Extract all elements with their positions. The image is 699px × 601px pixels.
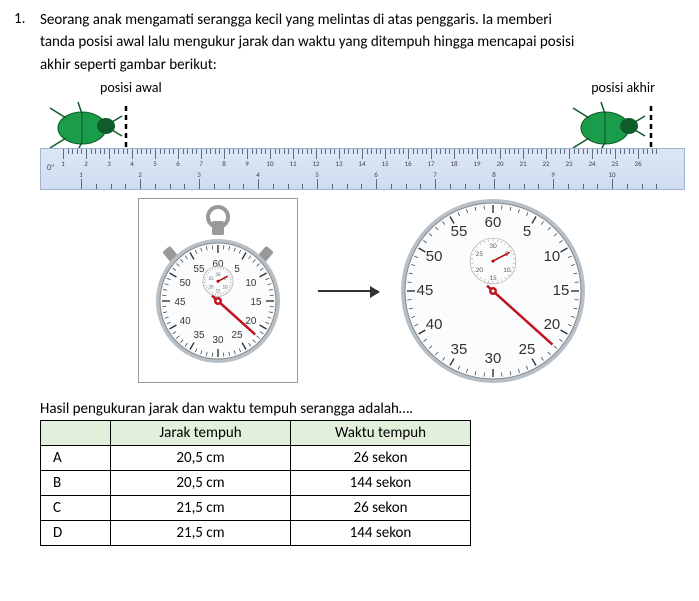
question-line-2: tanda posisi awal lalu mengukur jarak da… [40, 32, 685, 52]
opt-b: B [41, 470, 111, 495]
svg-text:50: 50 [179, 278, 190, 289]
svg-text:45: 45 [174, 297, 185, 308]
opt-c: C [41, 495, 111, 520]
answer-table: Jarak tempuh Waktu tempuh A 20,5 cm 26 s… [40, 420, 471, 546]
ruler-zero: 0" [47, 163, 54, 173]
question-line-3: akhir seperti gambar berikut: [40, 55, 685, 75]
question-line-1: Seorang anak mengamati serangga kecil ya… [40, 10, 685, 30]
bug-start [42, 98, 130, 150]
svg-text:15: 15 [552, 282, 569, 299]
svg-text:40: 40 [179, 316, 190, 327]
dist-d: 21,5 cm [111, 520, 291, 545]
label-end: posisi akhir [591, 79, 655, 96]
svg-text:20: 20 [245, 316, 256, 327]
bugs-row [40, 98, 685, 150]
header-blank [41, 420, 111, 445]
figure-area: posisi awal posisi akhir [40, 79, 685, 386]
svg-text:30: 30 [215, 272, 220, 278]
header-distance: Jarak tempuh [111, 420, 291, 445]
opt-d: D [41, 520, 111, 545]
dist-b: 20,5 cm [111, 470, 291, 495]
dist-c: 21,5 cm [111, 495, 291, 520]
svg-text:15: 15 [250, 297, 261, 308]
position-labels: posisi awal posisi akhir [40, 79, 685, 96]
svg-text:20: 20 [208, 285, 213, 291]
dist-a: 20,5 cm [111, 445, 291, 470]
svg-text:30: 30 [484, 350, 501, 367]
table-row: D 21,5 cm 144 sekon [41, 520, 471, 545]
magnify-arrow [318, 290, 378, 292]
header-time: Waktu tempuh [291, 420, 471, 445]
svg-text:55: 55 [193, 264, 204, 275]
time-c: 26 sekon [291, 495, 471, 520]
table-row: A 20,5 cm 26 sekon [41, 445, 471, 470]
svg-text:10: 10 [245, 278, 256, 289]
stopwatch-row: 6051015202530354045505530510152025 60510… [40, 196, 685, 386]
table-header-row: Jarak tempuh Waktu tempuh [41, 420, 471, 445]
svg-text:10: 10 [543, 248, 560, 265]
svg-text:10: 10 [502, 266, 510, 275]
stopwatch-small-box: 6051015202530354045505530510152025 [138, 198, 298, 383]
bug-end [569, 98, 657, 150]
svg-text:30: 30 [212, 335, 223, 346]
svg-text:30: 30 [489, 242, 497, 251]
stopwatch-large: 6051015202530354045505530510152025 [398, 196, 588, 386]
svg-text:20: 20 [475, 266, 483, 275]
svg-text:20: 20 [543, 316, 560, 333]
time-b: 144 sekon [291, 470, 471, 495]
question-number: 1. [14, 10, 40, 546]
question-row: 1. Seorang anak mengamati serangga kecil… [14, 10, 685, 546]
svg-text:25: 25 [231, 330, 242, 341]
svg-text:55: 55 [450, 223, 467, 240]
svg-text:45: 45 [416, 282, 433, 299]
opt-a: A [41, 445, 111, 470]
svg-text:5: 5 [234, 264, 240, 275]
stopwatch-small: 6051015202530354045505530510152025 [143, 203, 293, 373]
table-row: B 20,5 cm 144 sekon [41, 470, 471, 495]
svg-text:50: 50 [425, 248, 442, 265]
svg-text:40: 40 [425, 316, 442, 333]
table-row: C 21,5 cm 26 sekon [41, 495, 471, 520]
label-start: posisi awal [100, 79, 162, 96]
svg-text:25: 25 [518, 341, 535, 358]
time-d: 144 sekon [291, 520, 471, 545]
svg-text:5: 5 [522, 223, 530, 240]
svg-text:35: 35 [450, 341, 467, 358]
ruler: 0" 1234567891011121314151617181920212223… [40, 148, 685, 190]
svg-text:15: 15 [215, 289, 220, 295]
time-a: 26 sekon [291, 445, 471, 470]
question-body: Seorang anak mengamati serangga kecil ya… [40, 10, 685, 546]
result-label: Hasil pengukuran jarak dan waktu tempuh … [40, 400, 685, 418]
svg-text:60: 60 [484, 214, 501, 231]
svg-text:60: 60 [212, 259, 223, 270]
svg-text:25: 25 [208, 276, 213, 282]
svg-text:35: 35 [193, 330, 204, 341]
svg-text:25: 25 [475, 250, 483, 259]
